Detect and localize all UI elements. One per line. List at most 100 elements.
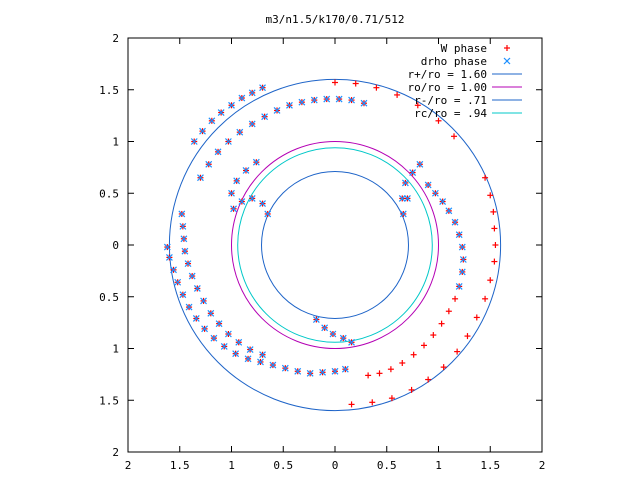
data-point <box>458 268 466 276</box>
data-point <box>199 127 206 135</box>
data-point <box>220 343 228 350</box>
marker-stroke <box>257 358 264 366</box>
marker-stroke <box>306 369 314 377</box>
legend-label: r-/ro = .71 <box>414 94 487 107</box>
data-point <box>398 195 406 202</box>
data-point <box>376 370 383 377</box>
marker-stroke <box>339 334 347 342</box>
data-point <box>259 200 266 208</box>
data-point <box>414 102 421 109</box>
data-point <box>170 266 177 274</box>
data-point <box>257 358 264 366</box>
data-point <box>454 348 461 355</box>
y-tick-label: 0 <box>112 239 119 252</box>
legend-sample <box>503 57 511 65</box>
marker-stroke <box>298 98 306 106</box>
marker-stroke <box>348 338 355 346</box>
data-point <box>215 320 223 328</box>
y-tick-label: 1 <box>112 136 119 149</box>
legend-label: drho phase <box>421 55 487 68</box>
data-point <box>201 325 209 333</box>
data-point <box>180 235 188 243</box>
data-point <box>179 222 187 230</box>
marker-stroke <box>197 174 204 182</box>
data-point <box>410 351 417 358</box>
data-point <box>286 101 293 109</box>
data-point <box>179 291 187 299</box>
marker-stroke <box>458 243 466 251</box>
marker-stroke <box>248 120 256 128</box>
marker-stroke <box>185 303 193 311</box>
x-tick-label: 1.5 <box>170 459 190 472</box>
data-point <box>281 364 289 372</box>
data-point <box>261 113 269 121</box>
data-point <box>416 160 424 168</box>
marker-stroke <box>181 247 189 255</box>
marker-stroke <box>341 365 349 373</box>
data-point <box>425 376 432 383</box>
marker-stroke <box>451 218 459 226</box>
data-point <box>224 138 232 145</box>
marker-stroke <box>188 272 196 280</box>
data-point <box>491 258 498 265</box>
y-tick-label: 1.5 <box>99 394 119 407</box>
marker-stroke <box>178 210 186 218</box>
data-point <box>190 138 198 145</box>
data-point <box>455 282 463 290</box>
data-point <box>348 338 355 346</box>
marker-stroke <box>200 297 207 305</box>
data-point <box>487 192 494 199</box>
data-point <box>335 95 343 103</box>
data-point <box>401 179 409 187</box>
marker-stroke <box>242 167 250 174</box>
data-point <box>232 350 240 358</box>
data-point <box>248 120 256 128</box>
marker-stroke <box>416 160 424 168</box>
marker-stroke <box>360 99 368 107</box>
marker-stroke <box>235 338 243 346</box>
legend-sample <box>504 45 510 51</box>
marker-stroke <box>409 169 417 176</box>
marker-stroke <box>459 256 467 263</box>
marker-stroke <box>310 96 318 104</box>
data-point <box>224 330 232 338</box>
marker-stroke <box>323 95 331 103</box>
data-point <box>252 158 260 166</box>
data-point <box>217 109 225 116</box>
marker-stroke <box>503 57 511 65</box>
marker-stroke <box>179 291 187 299</box>
marker-stroke <box>261 113 269 121</box>
data-point <box>210 334 218 342</box>
marker-stroke <box>244 355 252 363</box>
data-point <box>440 364 447 371</box>
marker-stroke <box>193 285 201 292</box>
marker-stroke <box>431 189 439 197</box>
data-point <box>439 198 447 205</box>
marker-stroke <box>215 320 223 328</box>
data-point <box>264 210 272 218</box>
marker-stroke <box>228 189 235 197</box>
data-point <box>329 330 337 338</box>
data-point <box>482 174 489 181</box>
marker-stroke <box>439 198 447 205</box>
data-point <box>246 346 254 353</box>
data-point <box>409 169 417 176</box>
data-point <box>174 278 182 286</box>
x-tick-label: 0.5 <box>273 459 293 472</box>
marker-stroke <box>224 138 232 145</box>
marker-stroke <box>199 127 206 135</box>
marker-stroke <box>259 351 266 359</box>
legend-label: ro/ro = 1.00 <box>408 81 487 94</box>
marker-stroke <box>210 334 218 342</box>
data-point <box>259 351 266 359</box>
marker-stroke <box>398 195 406 202</box>
marker-stroke <box>236 128 244 136</box>
marker-stroke <box>321 324 329 332</box>
marker-stroke <box>286 101 293 109</box>
data-point <box>421 342 428 349</box>
y-tick-label: 1.5 <box>99 84 119 97</box>
data-point <box>341 365 349 373</box>
legend-label: rc/ro = .94 <box>414 107 487 120</box>
data-point <box>310 96 318 104</box>
x-tick-label: 0 <box>332 459 339 472</box>
